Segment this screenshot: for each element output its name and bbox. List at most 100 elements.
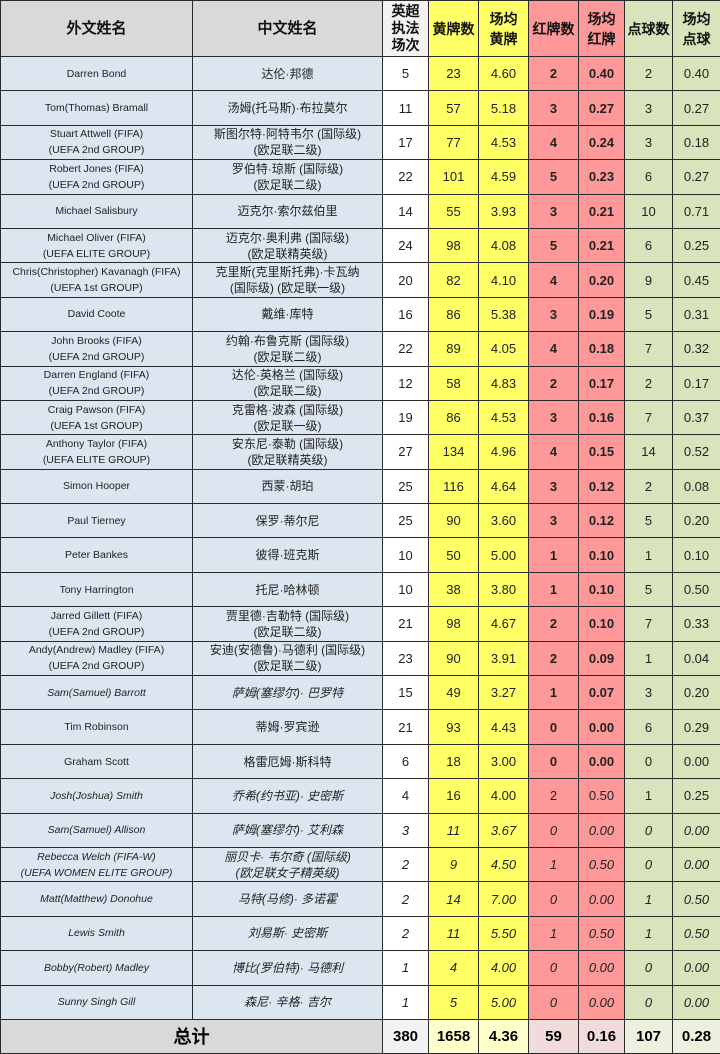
red-cell: 3	[528, 503, 579, 539]
red-avg-cell: 0.10	[578, 606, 625, 642]
penalty-avg-cell: 0.32	[672, 331, 720, 367]
yellow-cell: 57	[428, 90, 479, 126]
yellow-cell: 89	[428, 331, 479, 367]
yellow-avg-cell: 4.00	[478, 950, 529, 986]
yellow-cell: 11	[428, 915, 479, 952]
red-avg-cell: 0.12	[578, 503, 625, 539]
yellow-avg-cell: 5.50	[478, 915, 529, 952]
penalty-cell: 6	[624, 709, 673, 745]
matches-cell: 5	[382, 55, 429, 92]
matches-cell: 24	[382, 227, 429, 264]
chinese-name-cell-line: 萨姆(塞缪尔)· 巴罗特	[231, 685, 344, 700]
matches-cell: 23	[382, 640, 429, 677]
yellow-cell: 16	[428, 778, 479, 814]
table-row: Tony Harrington 托尼·哈林顿 10 38 3.80 1 0.10 5 0.50	[0, 571, 720, 608]
penalty-avg-cell: 0.08	[672, 468, 720, 505]
foreign-name-cell-line: (UEFA 1st GROUP)	[50, 419, 143, 432]
matches-cell: 22	[382, 331, 429, 367]
penalty-cell: 2	[624, 468, 673, 505]
foreign-name-cell: Sam(Samuel) Barrott	[0, 675, 193, 711]
red-avg-cell: 0.15	[578, 434, 625, 470]
chinese-name-cell-line: 保罗·蒂尔尼	[255, 513, 320, 528]
red-avg-cell: 0.17	[578, 365, 625, 401]
foreign-name-cell-line: (UEFA 2nd GROUP)	[48, 178, 145, 191]
red-cell: 1	[528, 846, 579, 883]
yellow-cell: 11	[428, 812, 479, 848]
penalty-avg-cell: 0.20	[672, 503, 720, 539]
red-avg-cell: 0.10	[578, 537, 625, 573]
yellow-cell: 4	[428, 950, 479, 986]
yellow-avg-cell: 5.38	[478, 296, 529, 333]
matches-cell: 20	[382, 262, 429, 298]
penalty-avg-cell: 0.50	[672, 881, 720, 917]
red-cell: 4	[528, 331, 579, 367]
chinese-name-cell-line: 安东尼·泰勒 (国际级)	[231, 436, 344, 451]
table-row: Peter Bankes 彼得·班克斯 10 50 5.00 1 0.10 1 0.10	[0, 537, 720, 573]
penalty-avg-cell: 0.45	[672, 262, 720, 298]
chinese-name-cell: 贾里德·吉勒特 (国际级) (欧足联二级)	[192, 606, 383, 642]
matches-cell: 12	[382, 365, 429, 401]
matches-cell: 25	[382, 503, 429, 539]
yellow-avg-cell: 4.59	[478, 159, 529, 195]
penalty-cell: 0	[624, 950, 673, 986]
foreign-name-cell: Josh(Joshua) Smith	[0, 778, 193, 814]
chinese-name-cell: 汤姆(托马斯)·布拉莫尔	[192, 90, 383, 126]
foreign-name-cell-line: (UEFA WOMEN ELITE GROUP)	[20, 866, 173, 879]
matches-cell: 17	[382, 124, 429, 161]
penalty-avg-cell: 0.20	[672, 675, 720, 711]
table-row: Sunny Singh Gill 森尼· 辛格· 吉尔 1 5 5.00 0 0.00 0 0.…	[0, 984, 720, 1020]
yellow-avg-cell: 4.43	[478, 709, 529, 745]
penalty-cell: 1	[624, 778, 673, 814]
foreign-name-cell-line: (UEFA 1st GROUP)	[50, 282, 143, 295]
yellow-avg-cell: 4.00	[478, 778, 529, 814]
penalty-avg-cell: 0.50	[672, 915, 720, 952]
matches-cell: 4	[382, 778, 429, 814]
penalty-avg-cell: 0.00	[672, 984, 720, 1020]
foreign-name-cell-line: Simon Hooper	[62, 480, 131, 493]
penalty-cell: 9	[624, 262, 673, 298]
red-cell: 5	[528, 159, 579, 195]
foreign-name-cell: Anthony Taylor (FIFA) (UEFA ELITE GROUP)	[0, 434, 193, 470]
foreign-name-cell-line: Michael Oliver (FIFA)	[47, 231, 146, 244]
chinese-name-cell-line: (欧足联一级)	[253, 418, 322, 433]
chinese-name-cell-line: 迈克尔·索尔兹伯里	[237, 204, 338, 219]
total-yellow: 1658	[428, 1018, 479, 1054]
foreign-name-cell-line: Graham Scott	[64, 755, 129, 768]
chinese-name-cell-line: 乔希(约书亚)· 史密斯	[231, 788, 344, 803]
red-avg-cell: 0.00	[578, 881, 625, 917]
total-penalty-avg: 0.28	[672, 1018, 720, 1054]
red-avg-cell: 0.40	[578, 55, 625, 92]
chinese-name-cell-line: 安迪(安德鲁)·马德利 (国际级)	[209, 643, 366, 658]
chinese-name-cell: 戴维·库特	[192, 296, 383, 333]
matches-cell: 10	[382, 571, 429, 608]
penalty-cell: 3	[624, 124, 673, 161]
chinese-name-cell-line: 博比(罗伯特)· 马德利	[231, 960, 344, 975]
header-row: 外文姓名 中文姓名 英超执法场次 黄牌数 场均黄牌 红牌数 场均红牌 点球数 场…	[0, 0, 720, 57]
total-red-avg: 0.16	[578, 1018, 625, 1054]
yellow-cell: 101	[428, 159, 479, 195]
table-row: David Coote 戴维·库特 16 86 5.38 3 0.19 5 0.31	[0, 296, 720, 333]
yellow-cell: 98	[428, 606, 479, 642]
header-chinese-name: 中文姓名	[192, 0, 383, 57]
chinese-name-cell-line: 戴维·库特	[261, 307, 314, 322]
chinese-name-cell-line: 克里斯(克里斯托弗)·卡瓦纳	[215, 265, 360, 280]
red-cell: 0	[528, 812, 579, 848]
chinese-name-cell-line: (欧足联二级)	[253, 349, 322, 364]
penalty-avg-cell: 0.00	[672, 846, 720, 883]
red-avg-cell: 0.50	[578, 846, 625, 883]
chinese-name-cell-line: 格雷厄姆·斯科特	[243, 754, 332, 769]
red-avg-cell: 0.50	[578, 915, 625, 952]
red-cell: 3	[528, 296, 579, 333]
chinese-name-cell: 克里斯(克里斯托弗)·卡瓦纳 (国际级) (欧足联一级)	[192, 262, 383, 298]
foreign-name-cell: Sunny Singh Gill	[0, 984, 193, 1020]
foreign-name-cell-line: (UEFA 2nd GROUP)	[48, 144, 145, 157]
red-avg-cell: 0.00	[578, 984, 625, 1020]
table-row: Sam(Samuel) Barrott 萨姆(塞缪尔)· 巴罗特 15 49 3.27 1…	[0, 675, 720, 711]
table-row: Michael Oliver (FIFA) (UEFA ELITE GROUP) 迈…	[0, 227, 720, 264]
red-avg-cell: 0.18	[578, 331, 625, 367]
yellow-avg-cell: 4.53	[478, 399, 529, 436]
foreign-name-cell: Tony Harrington	[0, 571, 193, 608]
table-row: John Brooks (FIFA) (UEFA 2nd GROUP) 约翰·布鲁克…	[0, 331, 720, 367]
foreign-name-cell-line: Sam(Samuel) Barrott	[47, 686, 146, 699]
